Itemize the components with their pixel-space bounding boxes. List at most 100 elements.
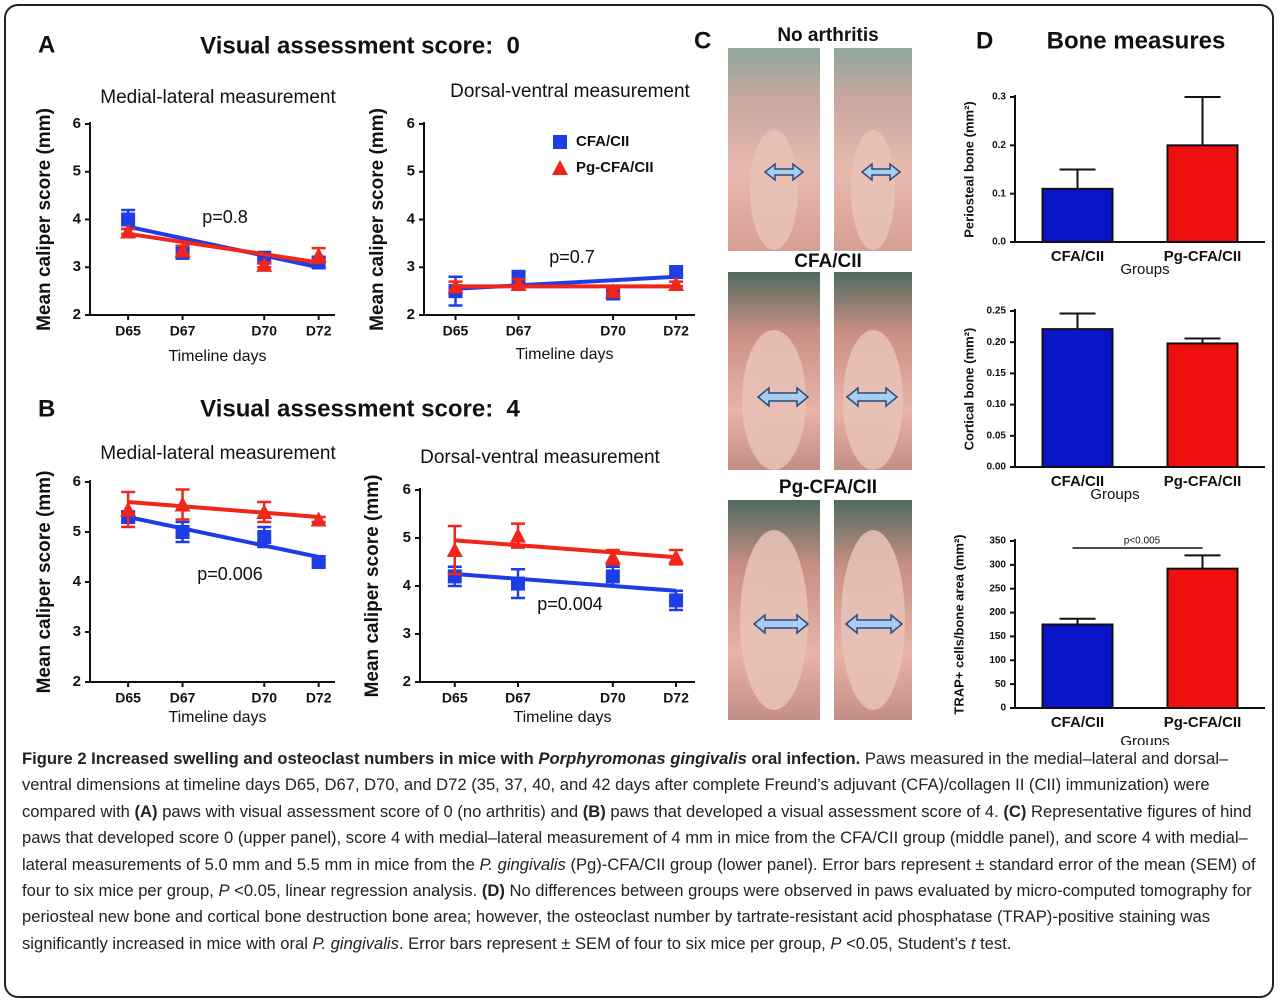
caption-text: P — [830, 933, 842, 953]
annotation: p=0.006 — [197, 564, 263, 584]
y-tick-label: 6 — [403, 481, 411, 498]
y-tick-label: 200 — [989, 607, 1006, 618]
chart: 0.00 0.05 0.10 0.15 0.20 0.25 Cortical bone (m… — [961, 306, 1265, 503]
y-tick-label: 3 — [403, 625, 411, 642]
caption-text: P. gingivalis — [479, 854, 566, 874]
chart-title: Dorsal-ventral measurement — [450, 81, 690, 102]
x-tick-label: D65 — [115, 323, 141, 339]
x-tick-label: D67 — [170, 323, 196, 339]
y-tick-label: 0.1 — [992, 188, 1006, 199]
y-tick-label: 2 — [403, 673, 411, 690]
y-axis-label: Mean caliper score (mm) — [367, 108, 388, 331]
x-tick-label: CFA/CII — [1051, 248, 1104, 265]
panel-label: D — [976, 27, 993, 54]
y-axis-label: Mean caliper score (mm) — [34, 471, 55, 694]
y-tick-label: 2 — [73, 673, 81, 690]
panel-label: B — [38, 395, 55, 422]
caption-text: paws that developed a visual assessment … — [605, 801, 1004, 821]
y-tick-label: 6 — [407, 115, 415, 132]
fit-line — [127, 515, 320, 559]
marker — [120, 501, 137, 517]
chart-title: Medial-lateral measurement — [100, 443, 336, 464]
x-tick-label: D70 — [600, 323, 626, 339]
marker — [257, 530, 272, 544]
x-tick-label: D72 — [306, 323, 332, 339]
x-axis-label: Timeline days — [168, 709, 266, 726]
caption-text: (B) — [582, 801, 606, 821]
caption-text: (D) — [481, 881, 505, 901]
y-tick-label: 0.15 — [987, 368, 1007, 379]
x-tick-label: D65 — [115, 690, 141, 706]
y-tick-label: 3 — [73, 258, 81, 275]
caption-text: (A) — [134, 801, 158, 821]
bar — [1166, 342, 1239, 468]
panel-title: Visual assessment score: 0 — [200, 32, 520, 59]
y-tick-label: 100 — [989, 655, 1006, 666]
y-tick-label: 4 — [73, 573, 82, 590]
x-tick-label: D67 — [170, 690, 196, 706]
caption-text: Porphyromonas gingivalis — [538, 749, 747, 768]
x-tick-label: D67 — [506, 323, 532, 339]
y-tick-label: 350 — [989, 536, 1006, 547]
y-axis-label: TRAP+ cells/bone area (mm²) — [951, 534, 966, 714]
annotation: p<0.005 — [1124, 536, 1161, 547]
x-tick-label: Pg-CFA/CII — [1164, 473, 1242, 490]
x-tick-label: Pg-CFA/CII — [1164, 248, 1242, 265]
x-tick-label: D70 — [600, 690, 626, 706]
panel-title: Bone measures — [1047, 27, 1226, 54]
marker — [553, 135, 567, 149]
caption-text: oral infection. — [746, 749, 861, 768]
y-axis-label: Cortical bone (mm²) — [961, 328, 976, 451]
annotation: p=0.004 — [537, 594, 603, 614]
marker — [509, 527, 526, 543]
figure-frame — [4, 4, 1274, 998]
y-tick-label: 6 — [73, 115, 81, 132]
y-tick-label: 2 — [407, 306, 415, 323]
x-tick-label: D72 — [663, 690, 689, 706]
marker — [310, 511, 327, 527]
x-tick-label: CFA/CII — [1051, 714, 1104, 731]
fit-line — [127, 231, 319, 265]
annotation: p=0.8 — [202, 207, 248, 227]
legend-label: Pg-CFA/CII — [576, 159, 654, 176]
error-bar — [1184, 96, 1221, 146]
bar — [1041, 623, 1114, 709]
photos — [728, 48, 912, 720]
x-tick-label: D65 — [443, 323, 469, 339]
caption-text: (C) — [1003, 801, 1027, 821]
caption-text: t — [970, 933, 976, 953]
x-axis-label: Timeline days — [515, 346, 613, 363]
y-axis-label: Mean caliper score (mm) — [34, 108, 55, 331]
y-axis-label: Mean caliper score (mm) — [362, 475, 383, 698]
x-tick-label: D72 — [306, 690, 332, 706]
y-tick-label: 2 — [73, 306, 81, 323]
chart: 0 50 100 150 200 250 300 350 TRAP+ cells/bone ar… — [951, 534, 1265, 745]
y-tick-label: 5 — [407, 163, 415, 180]
panel-title: Visual assessment score: 4 — [200, 395, 520, 422]
panel-label: A — [38, 31, 55, 58]
fit-line — [454, 572, 677, 593]
y-tick-label: 0 — [1000, 703, 1006, 714]
y-tick-label: 5 — [403, 529, 411, 546]
chart-title: Dorsal-ventral measurement — [420, 447, 660, 468]
bar — [1166, 144, 1239, 243]
x-tick-label: CFA/CII — [1051, 473, 1104, 490]
y-tick-label: 0.3 — [992, 92, 1006, 103]
x-axis-label: Timeline days — [513, 709, 611, 726]
marker — [121, 212, 136, 227]
caption-text: Figure 2 Increased swelling and osteocla… — [22, 749, 539, 768]
bar — [1166, 567, 1239, 709]
x-tick-label: Pg-CFA/CII — [1164, 714, 1242, 731]
bar — [1041, 187, 1114, 243]
marker — [552, 160, 568, 175]
marker — [605, 283, 622, 299]
y-tick-label: 0.20 — [987, 337, 1007, 348]
y-tick-label: 4 — [407, 210, 416, 227]
y-tick-label: 50 — [995, 679, 1007, 690]
marker — [310, 247, 327, 263]
y-tick-label: 0.05 — [987, 430, 1007, 441]
marker — [174, 242, 191, 258]
caption-text: Representative figures of hind paws that… — [22, 801, 1252, 874]
annotation: p=0.7 — [549, 247, 595, 267]
figure: A B C D Visual assessment score: 0 Visua… — [34, 25, 1265, 745]
